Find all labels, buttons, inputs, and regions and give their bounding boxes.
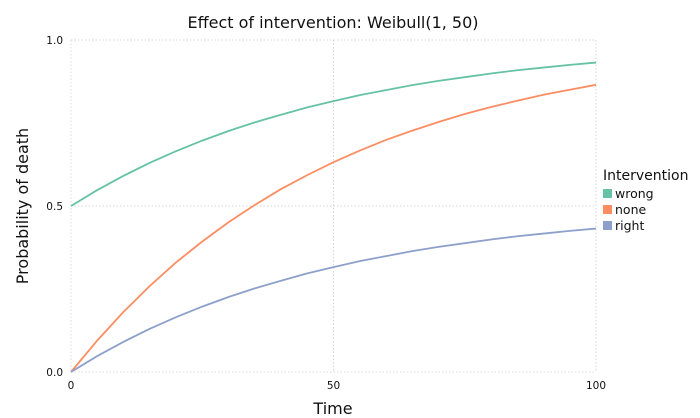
x-tick-label: 50 [327,380,340,392]
legend-swatch-wrong [603,189,612,198]
y-axis-label: Probability of death [13,128,32,284]
y-tick-label: 0.5 [46,201,63,213]
tick-labels: 0 50 100 0.0 0.5 1.0 [46,35,606,392]
legend-label-wrong: wrong [615,186,654,201]
series-line-none [70,83,597,373]
chart-title: Effect of intervention: Weibull(1, 50) [187,13,478,32]
series-line-right [70,227,597,373]
x-axis-label: Time [312,399,352,418]
grid-lines [71,39,597,372]
series-line-wrong [70,61,597,207]
legend-label-none: none [615,202,646,217]
legend-swatch-none [603,205,612,214]
series-lines [70,61,597,373]
axes [70,40,596,373]
legend-label-right: right [615,218,644,233]
y-tick-label: 0.0 [46,367,63,379]
legend-title: Intervention [603,168,688,184]
x-tick-label: 0 [68,380,75,392]
legend-swatch-right [603,221,612,230]
x-tick-label: 100 [586,380,606,392]
y-tick-label: 1.0 [46,35,63,47]
